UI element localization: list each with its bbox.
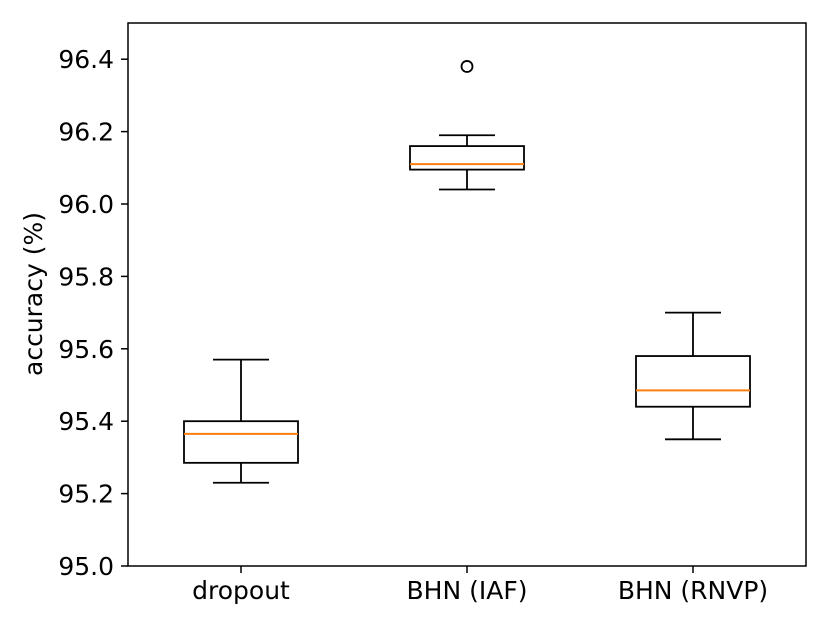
- boxes-layer: [183, 60, 751, 484]
- y-tick-label: 96.0: [58, 190, 114, 219]
- box-group: [183, 358, 299, 484]
- x-tick-label: dropout: [192, 576, 290, 605]
- y-tick-label: 96.4: [58, 45, 114, 74]
- y-tick-label: 95.6: [58, 335, 114, 364]
- x-tick-label: BHN (IAF): [407, 576, 528, 605]
- y-tick-label: 95.4: [58, 407, 114, 436]
- plot-frame: [127, 22, 807, 567]
- y-tick-label: 96.2: [58, 118, 114, 147]
- y-axis: 95.0 95.2 95.4 95.6 95.8 96.0 96.2 96.4: [58, 45, 128, 581]
- y-axis-label: accuracy (%): [19, 212, 48, 376]
- iqr-box: [635, 355, 751, 408]
- y-tick-label: 95.8: [58, 262, 114, 291]
- box-group: [635, 311, 751, 441]
- box-group: [409, 60, 525, 191]
- outlier-point: [460, 60, 474, 73]
- y-tick-label: 95.2: [58, 480, 114, 509]
- y-tick-label: 95.0: [58, 552, 114, 581]
- x-axis: dropout BHN (IAF) BHN (RNVP): [192, 566, 768, 605]
- x-tick-label: BHN (RNVP): [618, 576, 768, 605]
- iqr-box: [183, 420, 299, 464]
- iqr-box: [409, 145, 525, 171]
